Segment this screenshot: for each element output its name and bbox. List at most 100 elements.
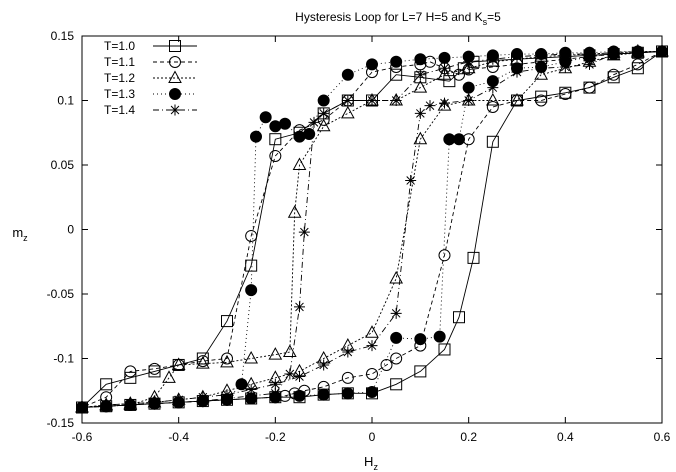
data-point — [535, 62, 547, 74]
data-point — [366, 340, 378, 352]
x-tick-label: -0.4 — [168, 430, 189, 444]
data-point — [413, 80, 428, 93]
data-point — [390, 68, 403, 81]
data-point — [284, 368, 296, 380]
legend-item: T=1.2 — [104, 70, 197, 85]
chart-title-tail: =5 — [487, 10, 501, 24]
legend-marker — [169, 40, 181, 52]
data-point — [463, 56, 475, 68]
data-point — [438, 343, 451, 356]
data-point — [342, 346, 354, 358]
data-point — [485, 92, 500, 106]
data-point — [583, 81, 596, 94]
data-point — [268, 347, 283, 360]
data-point — [245, 383, 257, 395]
data-point — [365, 325, 379, 338]
data-point — [584, 48, 595, 60]
data-point — [486, 100, 499, 113]
data-point — [380, 358, 393, 371]
legend-item: T=1.0 — [104, 39, 197, 53]
data-point — [390, 95, 402, 106]
legend-label: T=1.4 — [104, 103, 135, 117]
y-tick-label: -0.05 — [47, 287, 75, 301]
x-tick-label: 0 — [369, 430, 376, 444]
x-tick-label: -0.2 — [265, 430, 286, 444]
y-tick-label: 0.1 — [57, 94, 74, 108]
legend-item: T=1.1 — [104, 55, 197, 69]
data-point — [486, 135, 499, 148]
data-point — [438, 249, 451, 262]
data-point — [631, 62, 644, 75]
x-axis-label-subscript: z — [373, 462, 378, 472]
legend-label: T=1.1 — [104, 55, 135, 69]
data-point — [124, 398, 136, 410]
data-point — [366, 58, 378, 71]
data-point — [220, 354, 234, 368]
data-point — [269, 149, 282, 162]
data-point — [453, 68, 465, 81]
data-point — [413, 131, 428, 145]
data-point — [303, 128, 316, 141]
legend-item: T=1.3 — [104, 87, 197, 101]
data-point — [250, 130, 262, 143]
data-point — [318, 107, 330, 119]
legend-label: T=1.3 — [104, 87, 135, 101]
x-tick-label: 0.6 — [654, 430, 671, 444]
x-tick-label: -0.6 — [72, 430, 93, 444]
data-point — [259, 111, 272, 124]
data-point — [148, 365, 161, 378]
legend-marker — [169, 56, 181, 68]
data-point — [443, 133, 456, 146]
data-point — [487, 53, 499, 65]
data-point — [584, 58, 595, 70]
data-point — [76, 402, 88, 414]
data-point — [197, 391, 209, 403]
data-point — [487, 82, 499, 94]
data-point — [559, 48, 571, 60]
data-point — [287, 205, 302, 218]
chart-title-subscript: s — [483, 17, 488, 27]
data-point — [342, 95, 354, 106]
data-point — [414, 333, 427, 346]
data-point — [463, 95, 475, 106]
data-point — [235, 378, 248, 391]
data-point — [279, 117, 291, 130]
y-tick-label: 0.05 — [51, 158, 75, 172]
y-tick-label: 0 — [67, 223, 74, 237]
data-point — [341, 387, 354, 400]
data-point — [292, 157, 307, 170]
data-point — [438, 51, 451, 64]
axes: -0.6 -0.4 -0.2 0 0.2 0.4 0.6 -0.15 -0.1 -0.05 0 0.0… — [47, 29, 671, 444]
data-point — [298, 226, 310, 238]
data-point — [340, 105, 355, 119]
data-point — [100, 378, 113, 391]
data-point — [390, 307, 402, 319]
data-point — [245, 390, 257, 402]
data-point — [389, 270, 404, 284]
y-axis-label-main: m — [12, 225, 23, 240]
data-point — [148, 362, 161, 375]
data-point — [535, 90, 548, 103]
data-point — [171, 357, 186, 370]
data-point — [534, 67, 549, 80]
data-point — [221, 315, 233, 328]
data-point — [414, 53, 427, 66]
data-point — [317, 388, 330, 401]
data-point — [162, 370, 176, 383]
data-point — [317, 94, 330, 107]
data-point — [269, 133, 282, 146]
y-tick-label: 0.15 — [51, 29, 75, 43]
data-point — [366, 367, 378, 380]
data-point — [245, 229, 258, 242]
data-point — [100, 399, 112, 411]
data-point — [510, 92, 524, 106]
data-point — [282, 344, 297, 358]
data-point — [366, 386, 378, 399]
series-t-1-4 — [76, 45, 668, 414]
data-point — [308, 116, 320, 128]
data-point — [535, 49, 547, 61]
data-point — [656, 45, 668, 57]
data-point — [437, 98, 452, 111]
legend-marker — [169, 88, 181, 100]
data-point — [196, 352, 209, 365]
